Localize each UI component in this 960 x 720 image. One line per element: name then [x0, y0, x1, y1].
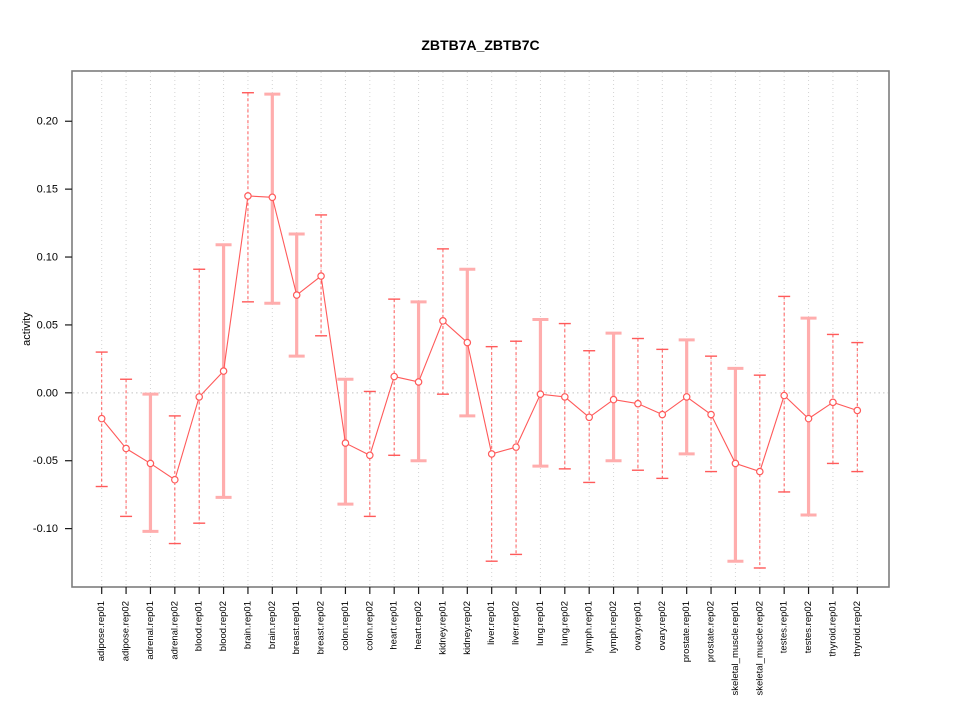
y-axis-title: activity [21, 312, 33, 346]
x-tick-label: breast.rep02 [316, 601, 327, 654]
x-tick-label: brain.rep01 [242, 601, 253, 649]
x-tick-label: prostate.rep02 [706, 601, 717, 662]
data-point [390, 372, 398, 381]
data-point [463, 338, 472, 347]
data-point [292, 291, 301, 299]
x-tick-label: testes.rep02 [803, 601, 814, 653]
x-tick-label: kidney.rep01 [437, 601, 448, 655]
x-tick-label: breast.rep01 [291, 601, 302, 654]
data-point [268, 193, 277, 202]
error-bar [826, 333, 839, 465]
axes-layer: 0.20 0.15 0.10 0.05 0.00 -0.05 -0.10 adipose.re… [33, 70, 890, 696]
error-bar [656, 348, 669, 480]
data-point [658, 410, 667, 419]
data-layer [95, 92, 864, 569]
x-tick-label: adrenal.rep01 [145, 601, 156, 660]
y-tick-label: 0.20 [37, 116, 58, 128]
y-tick-label: 0.05 [37, 319, 58, 331]
data-point [219, 367, 228, 375]
x-tick-label: testes.rep01 [779, 601, 790, 653]
data-point [97, 414, 106, 423]
error-bar [168, 415, 181, 545]
x-tick-label: blood.rep01 [194, 601, 205, 651]
data-point [487, 450, 496, 458]
x-tick-label: ovary.rep01 [632, 601, 643, 650]
data-point [634, 399, 642, 408]
data-point [171, 475, 179, 484]
x-tick-label: heart.rep01 [389, 601, 400, 650]
x-tick-label: lymph.rep01 [584, 601, 595, 653]
error-bar [851, 341, 864, 473]
x-tick-label: kidney.rep02 [462, 601, 473, 655]
error-bar [778, 295, 791, 493]
x-tick-label: thyroid.rep01 [827, 601, 838, 656]
x-tick-label: skeletal_muscle.rep02 [754, 601, 765, 696]
x-tick-label: colon.rep01 [340, 601, 351, 651]
data-point [122, 444, 130, 453]
data-point [512, 443, 520, 451]
x-tick-label: lung.rep01 [535, 601, 546, 646]
data-point [682, 393, 691, 401]
data-point [536, 390, 545, 398]
data-point [707, 410, 715, 419]
data-point [561, 393, 569, 401]
chart-title: ZBTB7A_ZBTB7C [421, 37, 539, 53]
data-point [585, 413, 593, 422]
x-tick-label: blood.rep02 [218, 601, 229, 651]
error-bar [583, 350, 596, 484]
x-tick-label: thyroid.rep02 [852, 601, 863, 656]
x-tick-label: ovary.rep02 [657, 601, 668, 650]
x-tick-label: lymph.rep02 [608, 601, 619, 653]
data-point [780, 391, 788, 400]
x-tick-label: brain.rep02 [267, 601, 278, 649]
series-line [101, 195, 858, 481]
error-bar [631, 337, 644, 471]
y-tick-label: 0.10 [37, 252, 58, 264]
x-tick-label: lung.rep02 [559, 601, 570, 646]
error-bar [315, 214, 328, 337]
x-tick-label: adipose.rep01 [96, 601, 107, 661]
x-tick-label: liver.rep02 [511, 601, 522, 645]
data-point [366, 451, 374, 460]
x-tick-label: liver.rep01 [486, 601, 497, 645]
plot-border [71, 70, 890, 588]
data-point [414, 378, 423, 386]
data-point [244, 192, 252, 200]
data-point [829, 398, 837, 407]
data-point [439, 317, 447, 325]
x-tick-label: adipose.rep02 [121, 601, 132, 661]
y-tick-label: 0.15 [37, 184, 58, 196]
data-point [195, 393, 203, 401]
data-point [146, 459, 155, 468]
x-tick-label: prostate.rep01 [681, 601, 692, 662]
data-point [341, 439, 350, 447]
x-tick-label: adrenal.rep02 [169, 601, 180, 660]
x-tick-label: heart.rep02 [413, 601, 424, 650]
data-point [756, 467, 764, 476]
x-tick-label: skeletal_muscle.rep01 [730, 601, 741, 696]
x-tick-label: colon.rep02 [364, 601, 375, 651]
data-point [317, 272, 325, 280]
y-tick-label: 0.00 [37, 387, 58, 399]
y-tick-label: -0.05 [33, 455, 58, 467]
data-point [853, 406, 862, 415]
y-tick-label: -0.10 [33, 523, 58, 535]
data-point [804, 414, 813, 423]
data-point [609, 395, 618, 404]
grid-layer [73, 72, 888, 586]
data-point [731, 459, 740, 468]
